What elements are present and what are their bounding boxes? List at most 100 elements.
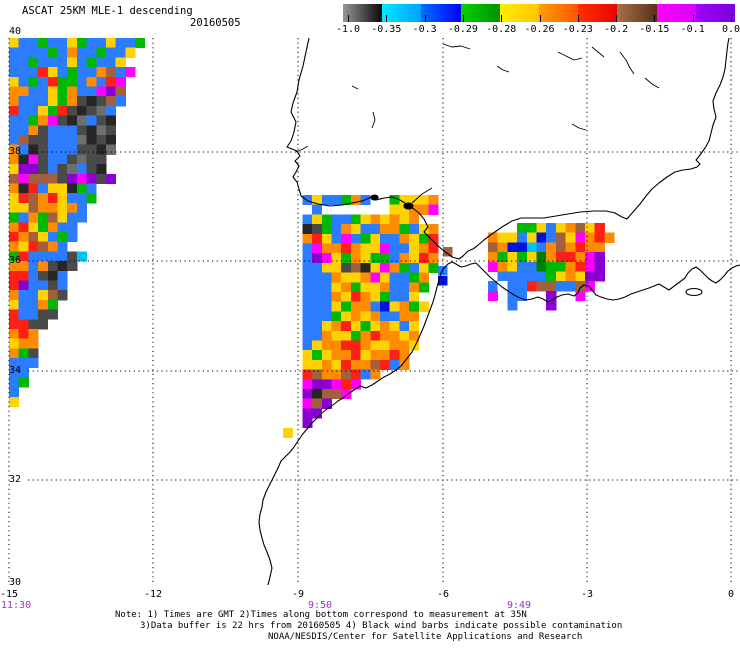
coastal-lagoon [685,287,703,297]
data-cell [399,224,410,235]
data-cell [399,330,410,341]
data-cell [57,57,68,68]
data-cell [302,321,313,332]
data-cell [76,251,87,262]
data-cell [9,202,20,213]
data-cell [331,301,342,312]
data-cell [399,282,410,293]
data-cell [106,96,117,107]
data-cell [389,243,400,254]
data-cell [312,292,323,303]
data-cell [302,340,313,351]
data-cell [76,154,87,165]
data-cell [57,270,68,281]
data-cell [9,232,20,243]
data-cell [517,290,528,301]
data-cell [321,321,332,332]
data-cell [507,252,518,263]
data-cell [575,232,586,243]
data-cell [409,233,420,244]
data-cell [370,224,381,235]
data-cell [38,222,49,233]
data-cell [380,272,391,283]
data-cell [76,96,87,107]
data-cell [341,282,352,293]
data-cell [302,243,313,254]
overpass-time-label: 9:50 [307,600,333,611]
river [571,123,587,131]
data-cell [360,369,371,380]
colorbar-segment [578,4,618,22]
data-cell [418,233,429,244]
data-cell [488,290,499,301]
data-cell [115,47,126,58]
data-cell [443,247,453,257]
data-cell [9,222,20,233]
y-axis-tick-label: 30 [8,577,21,588]
data-cell [594,252,605,263]
data-cell [86,105,97,116]
data-cell [28,338,39,349]
data-cell [57,105,68,116]
data-cell [115,96,126,107]
data-cell [555,281,566,292]
data-cell [57,173,68,184]
data-cell [38,241,49,252]
data-cell [341,389,352,400]
data-cell [57,183,68,194]
data-cell [389,330,400,341]
data-cell [38,183,49,194]
data-cell [18,135,29,146]
data-cell [47,202,58,213]
data-cell [331,389,342,400]
data-cell [9,164,20,175]
data-cell [67,96,78,107]
data-cell [350,214,361,225]
data-cell [399,253,410,264]
data-cell [18,319,29,330]
colorbar-segment [343,4,383,22]
data-cell [18,173,29,184]
data-cell [331,321,342,332]
data-cell [360,340,371,351]
data-cell [28,212,39,223]
data-cell [18,358,29,369]
data-cell [9,212,20,223]
data-cell [28,329,39,340]
data-cell [115,67,126,78]
data-cell [526,223,537,234]
data-cell [312,350,323,361]
data-cell [96,57,107,68]
data-cell [341,272,352,283]
data-cell [302,262,313,273]
data-cell [565,252,576,263]
data-cell [389,350,400,361]
data-cell [594,232,605,243]
data-cell [312,321,323,332]
data-cell [106,173,117,184]
data-cell [28,202,39,213]
data-cell [360,272,371,283]
data-cell [546,242,557,253]
data-cell [497,252,508,263]
data-cell [312,359,323,370]
data-cell [321,262,332,273]
data-cell [106,67,117,78]
data-cell [18,222,29,233]
river [619,51,635,75]
data-cell [360,350,371,361]
data-cell [594,223,605,234]
data-cell [341,292,352,303]
data-cell [360,233,371,244]
data-cell [341,321,352,332]
data-cell [28,309,39,320]
data-cell [67,125,78,136]
data-cell [312,398,323,409]
data-cell [28,251,39,262]
data-cell [38,270,49,281]
data-cell [28,270,39,281]
data-cell [331,359,342,370]
data-cell [399,272,410,283]
x-axis-tick-label: -9 [291,589,305,600]
data-cell [96,154,107,165]
